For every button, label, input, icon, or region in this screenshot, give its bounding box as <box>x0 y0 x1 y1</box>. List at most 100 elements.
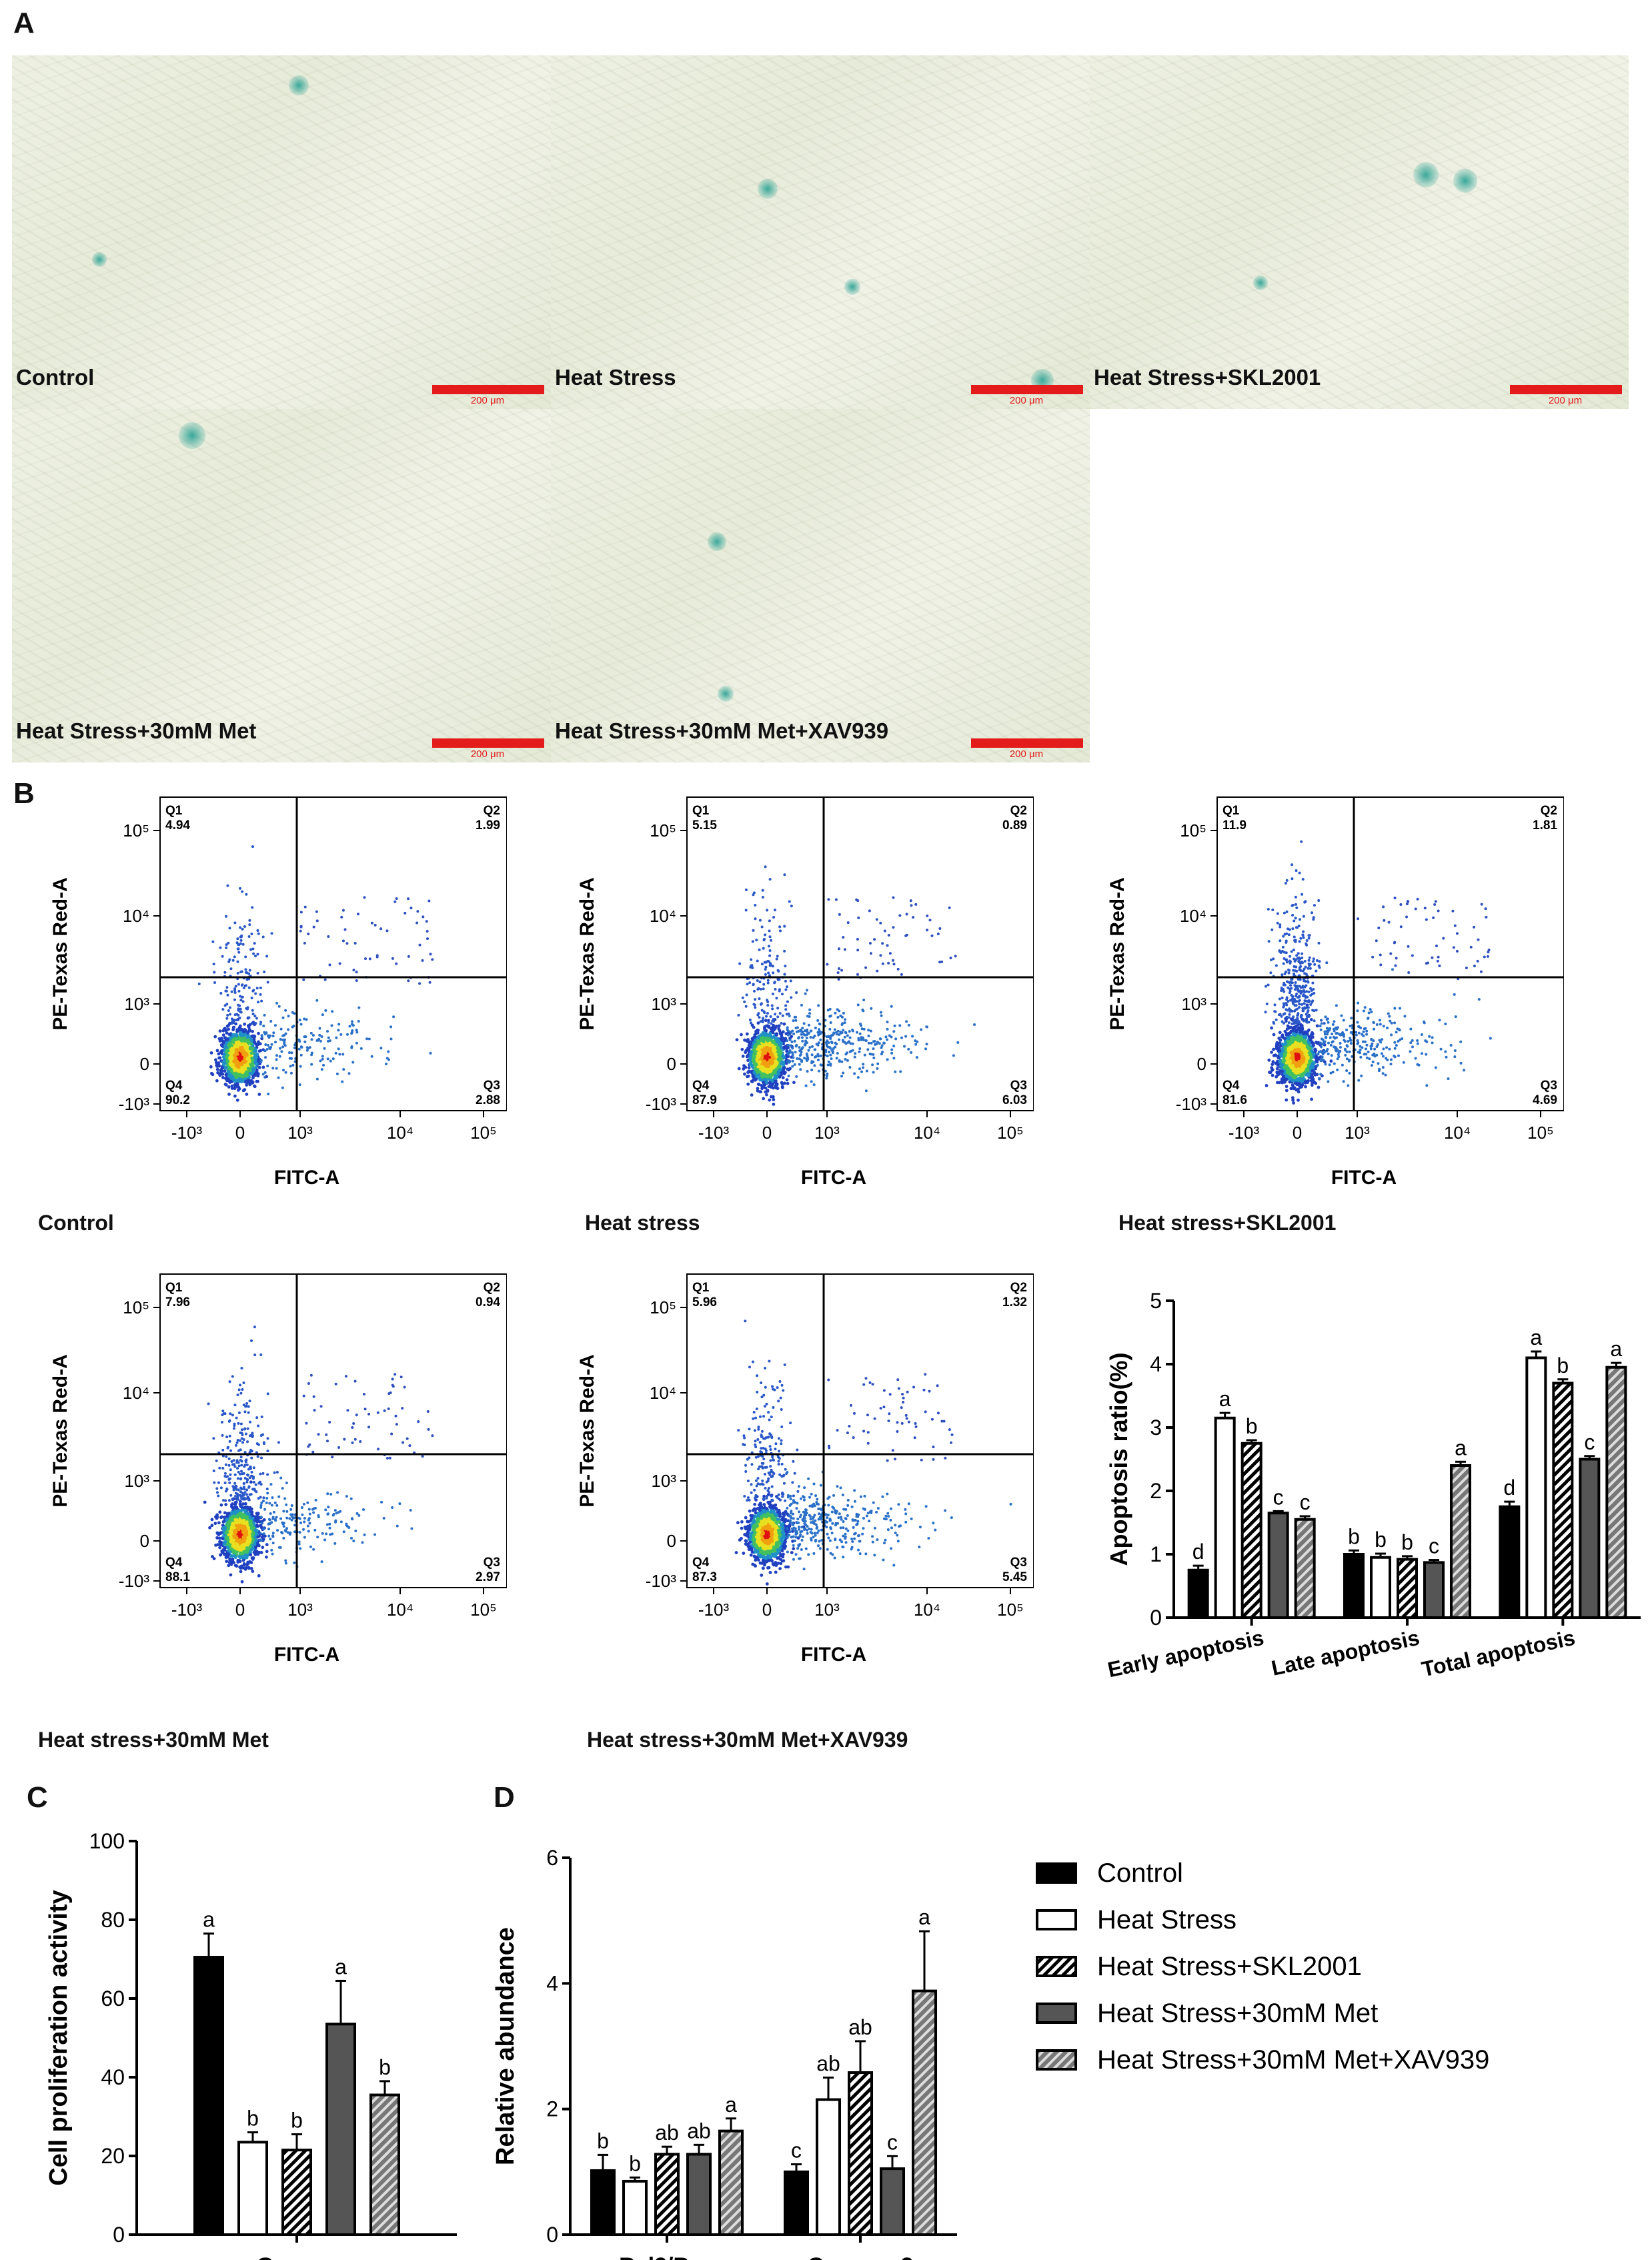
dot <box>766 1024 770 1028</box>
dot <box>760 1087 764 1091</box>
dot <box>395 897 398 901</box>
dot <box>792 1081 796 1085</box>
dot <box>299 1053 303 1057</box>
dot <box>818 1030 822 1033</box>
dot <box>243 1080 247 1084</box>
dot <box>838 913 841 916</box>
dot <box>756 1082 760 1086</box>
dot <box>766 1011 769 1015</box>
dot <box>836 971 840 975</box>
dot <box>905 1020 908 1023</box>
dot <box>389 1037 393 1041</box>
dot <box>741 996 744 999</box>
dot <box>764 1081 768 1085</box>
dot <box>818 1022 821 1025</box>
micrograph-control: Control 200 μm <box>12 55 551 409</box>
dot <box>749 1058 752 1062</box>
dot <box>341 939 345 943</box>
dot <box>253 942 256 945</box>
dot <box>745 1032 749 1036</box>
dot <box>243 1042 246 1046</box>
stain-spot <box>708 532 726 551</box>
dot <box>385 929 389 933</box>
dot <box>798 1049 802 1053</box>
dot <box>247 1024 250 1028</box>
q2-label: Q2 <box>484 804 500 818</box>
dot <box>239 1027 243 1031</box>
dot <box>833 1028 836 1031</box>
dot <box>219 991 223 995</box>
dot <box>1280 1077 1284 1081</box>
dot <box>752 1071 756 1075</box>
dot <box>780 1057 783 1061</box>
dot <box>751 1074 755 1078</box>
dot <box>948 906 951 909</box>
dot <box>315 999 319 1002</box>
y-tick-label: 10⁴ <box>123 906 149 926</box>
dot <box>764 1090 768 1094</box>
dot <box>281 1016 285 1019</box>
dot <box>248 923 251 927</box>
dot <box>826 1054 829 1057</box>
dot <box>797 1030 800 1033</box>
dot <box>323 978 327 981</box>
dot <box>761 896 764 899</box>
dot <box>881 942 884 945</box>
dot <box>744 1005 748 1008</box>
dot <box>848 1050 852 1053</box>
dot <box>873 938 876 941</box>
dot <box>858 1023 862 1026</box>
dot <box>900 1036 904 1039</box>
dot <box>804 1033 807 1037</box>
dot <box>370 1055 373 1058</box>
dot <box>800 1033 803 1036</box>
dot <box>752 1041 756 1045</box>
dot <box>217 1061 221 1065</box>
dot <box>776 1015 780 1019</box>
micrograph-heat-stress-skl2001: Heat Stress+SKL2001 200 μm <box>1090 55 1629 409</box>
scale-text: 200 μm <box>470 395 505 406</box>
dot <box>1315 1073 1319 1077</box>
dot <box>753 1035 757 1039</box>
dot <box>864 1039 868 1042</box>
dot <box>766 1075 770 1079</box>
dot-cloud <box>197 845 434 1102</box>
dot <box>355 1041 358 1045</box>
dot <box>250 997 253 1000</box>
dot <box>904 934 908 937</box>
dot <box>914 1043 918 1046</box>
dot <box>239 995 242 998</box>
stain-spot <box>1413 162 1439 187</box>
dot <box>735 1038 739 1042</box>
dot <box>816 1059 820 1062</box>
dot <box>227 960 231 963</box>
dot <box>266 1064 269 1067</box>
dot <box>926 915 929 918</box>
dot <box>1284 1019 1288 1023</box>
dot <box>753 1045 757 1049</box>
dot <box>1306 1029 1310 1033</box>
dot <box>869 1029 872 1033</box>
dot <box>754 1052 757 1056</box>
dot <box>878 1037 882 1041</box>
dot <box>769 939 772 942</box>
dot <box>271 1035 275 1038</box>
dot <box>801 1031 804 1034</box>
dot <box>758 1016 761 1019</box>
dot <box>750 1065 754 1069</box>
dot <box>257 1031 260 1035</box>
dot <box>257 1001 260 1004</box>
dot <box>234 1075 238 1079</box>
dot <box>841 1022 844 1025</box>
dot <box>762 1040 766 1044</box>
dot <box>244 955 247 959</box>
dot <box>749 965 752 968</box>
dot <box>949 957 952 960</box>
dot <box>828 1051 831 1054</box>
dot <box>228 958 231 961</box>
dot <box>305 1018 308 1021</box>
dot <box>243 925 246 929</box>
stain-spot <box>1253 275 1268 290</box>
dot <box>1291 1098 1295 1102</box>
dot <box>232 1025 235 1029</box>
